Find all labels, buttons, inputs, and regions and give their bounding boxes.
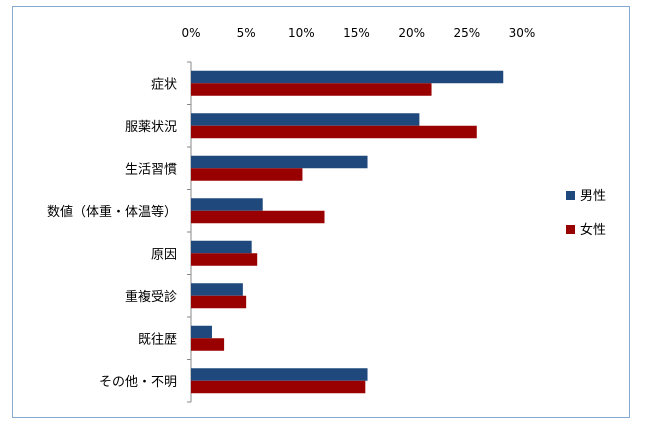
- bar-male: [191, 70, 504, 84]
- category-label: 数値（体重・体温等）: [47, 204, 177, 220]
- legend-swatch: [566, 225, 575, 234]
- bar-female: [191, 295, 247, 309]
- category-label: 原因: [151, 247, 177, 262]
- x-tick-label: 10%: [288, 26, 315, 40]
- bar-female: [191, 83, 432, 96]
- x-tick-label: 0%: [181, 26, 200, 40]
- x-tick-label: 5%: [237, 26, 256, 40]
- legend-swatch: [566, 191, 575, 200]
- bar-female: [191, 338, 225, 351]
- legend-label: 女性: [580, 222, 606, 238]
- category-label: 生活習慣: [125, 161, 177, 177]
- bar-male: [191, 325, 212, 339]
- category-label: その他・不明: [99, 375, 177, 390]
- bar-female: [191, 253, 258, 266]
- x-tick-label: 25%: [453, 26, 480, 40]
- legend-label: 男性: [580, 189, 606, 204]
- category-label: 重複受診: [125, 289, 177, 305]
- x-tick-label: 20%: [398, 26, 425, 40]
- category-label: 既往歴: [138, 332, 177, 347]
- bar-male: [191, 368, 368, 381]
- bar-male: [191, 113, 420, 126]
- category-label: 服薬状況: [125, 120, 177, 135]
- bar-female: [191, 168, 303, 181]
- bar-female: [191, 380, 366, 394]
- bar-male: [191, 155, 368, 169]
- category-label: 症状: [151, 77, 177, 92]
- bar-female: [191, 210, 325, 224]
- bar-male: [191, 283, 243, 296]
- x-tick-label: 30%: [509, 26, 536, 40]
- bar-male: [191, 198, 263, 211]
- bar-female: [191, 125, 477, 139]
- x-tick-label: 15%: [343, 26, 370, 40]
- bar-male: [191, 240, 252, 254]
